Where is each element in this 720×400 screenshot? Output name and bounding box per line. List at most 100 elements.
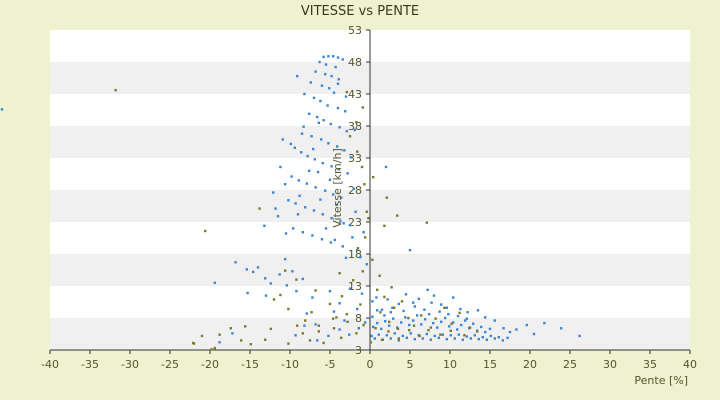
data-point-blue [440,320,443,324]
data-point-blue [472,322,475,325]
data-point-blue [314,70,317,73]
data-point-blue [440,303,443,306]
data-point-blue [289,142,292,146]
data-point-blue [324,189,327,192]
x-tick-label: -30 [121,358,139,371]
y-axis-label: Vitesse [km/h] [331,148,344,228]
data-point-blue [448,325,451,328]
data-point-blue [481,336,484,339]
data-point-olive [376,288,379,292]
data-point-blue [416,314,419,317]
data-point-blue [393,332,396,335]
data-point-blue [459,307,462,311]
x-tick-label: 25 [563,358,577,371]
data-point-blue [317,121,320,124]
data-point-blue [316,339,319,342]
data-point-blue [263,224,266,228]
data-point-blue [412,301,415,304]
data-point-olive [317,324,320,327]
y-tick-label: 8 [355,312,362,325]
data-point-blue [322,55,325,59]
data-point-olive [383,295,386,299]
data-point-blue [341,245,344,248]
data-point-olive [385,196,388,199]
data-point-olive [314,289,317,292]
data-point-blue [473,334,476,337]
data-point-olive [218,333,221,336]
data-point-olive [295,278,298,281]
data-point-blue [340,196,343,199]
data-point-olive [340,295,344,298]
data-point-olive [379,311,382,314]
data-point-blue [321,213,324,216]
data-point-blue [515,328,518,331]
data-point-olive [408,328,411,332]
data-point-olive [345,90,348,94]
data-point-blue [300,132,304,135]
data-point-olive [346,320,349,324]
x-tick-label: -35 [81,358,99,371]
data-point-blue [497,336,500,339]
data-point-blue [308,169,311,172]
data-point-blue [373,337,376,340]
data-point-blue [324,63,328,66]
data-point-blue [292,227,295,230]
data-point-blue [444,316,447,320]
data-point-blue [312,209,316,212]
data-point-olive [210,348,213,351]
data-point-blue [301,231,304,234]
x-tick-label: 30 [603,358,617,371]
data-point-olive [249,343,252,346]
y-tick-label: 53 [348,24,362,37]
data-point-olive [310,311,313,314]
data-point-blue [460,323,463,327]
data-point-blue [334,65,337,69]
data-point-blue [409,332,412,335]
data-point-blue [344,95,348,98]
data-point-blue [432,321,435,325]
data-point-olive [332,317,335,320]
data-point-blue [284,257,287,261]
data-point-blue [313,158,316,161]
data-point-blue [356,307,359,311]
data-point-blue [344,256,348,260]
y-tick-label: 13 [348,280,362,293]
y-tick-label: 38 [348,120,362,133]
data-point-blue [397,339,400,342]
data-point-olive [308,339,312,342]
data-point-blue [303,92,306,96]
data-point-blue [276,215,280,218]
data-point-blue [332,310,336,313]
data-point-olive [434,317,437,320]
data-point-blue [330,74,333,78]
data-point-blue [332,55,335,58]
data-point-blue [336,56,340,59]
y-tick-label: 43 [348,88,362,101]
x-tick-label: -25 [161,358,179,371]
data-point-blue [351,236,354,239]
data-point-blue [404,316,407,319]
data-point-blue [294,334,297,337]
data-point-blue [284,183,287,186]
data-point-olive [301,332,304,335]
data-point-blue [295,289,298,293]
data-point-blue [297,179,300,182]
x-tick-label: 10 [443,358,457,371]
data-point-olive [244,325,247,328]
data-point-blue [453,337,456,340]
data-point-blue [336,82,340,85]
data-point-blue [324,227,328,230]
data-point-blue [305,312,308,315]
data-point-blue [314,323,317,326]
data-point-olive [458,311,461,315]
data-point-blue [339,220,342,223]
data-point-blue [371,315,374,318]
y-tick-label: 23 [348,216,362,229]
data-point-blue [348,333,351,336]
data-point-olive [296,324,299,327]
data-point-blue [408,323,411,327]
data-point-blue [327,334,330,338]
data-point-blue [437,336,440,340]
y-tick-label: 28 [348,184,362,197]
data-point-olive [367,216,370,220]
